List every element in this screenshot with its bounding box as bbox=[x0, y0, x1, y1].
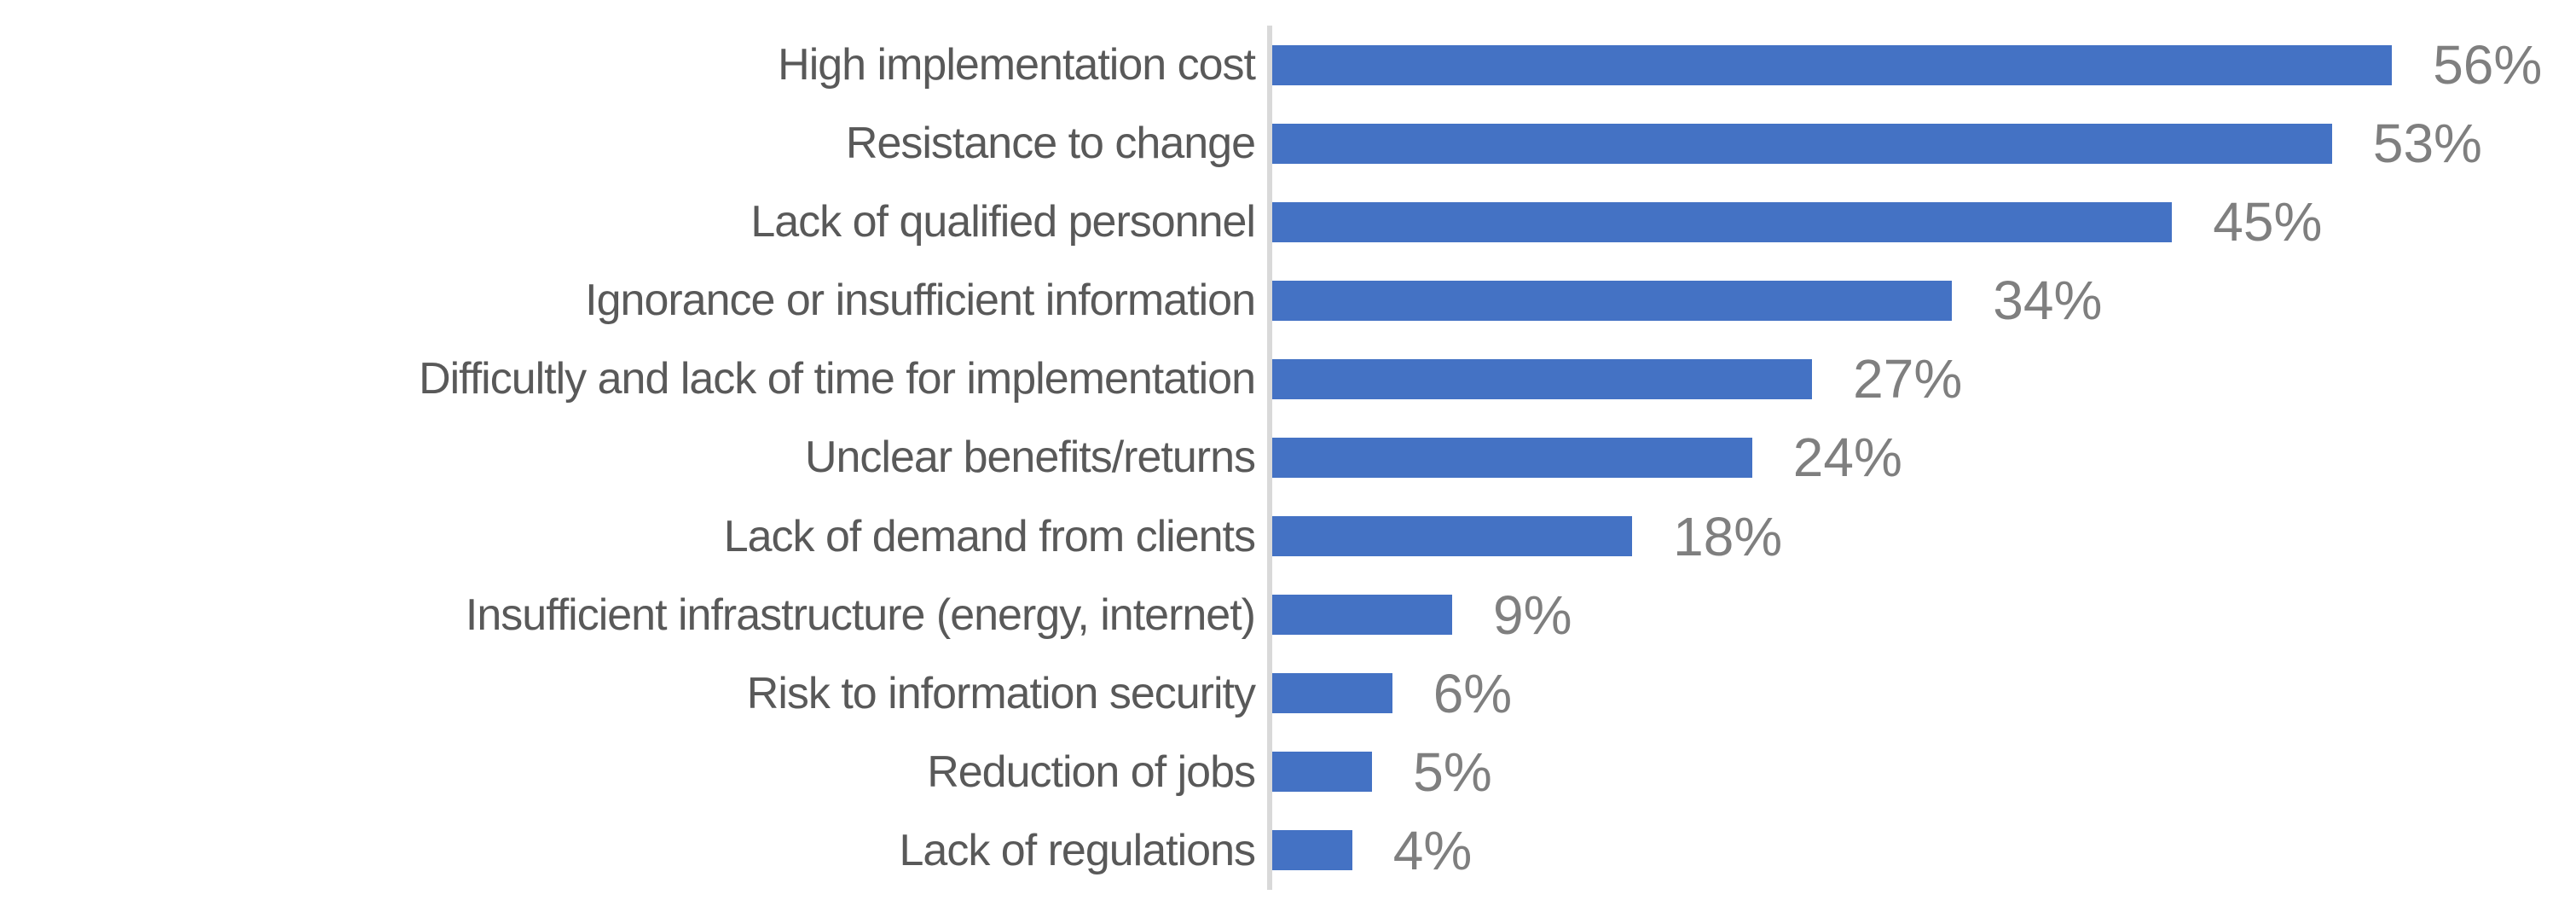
value-label: 27% bbox=[1853, 348, 1963, 410]
chart-row: Resistance to change 53% bbox=[0, 104, 2576, 183]
value-label: 4% bbox=[1392, 819, 1473, 881]
bar bbox=[1272, 201, 2173, 242]
category-label: High implementation cost bbox=[778, 40, 1256, 90]
value-label: 56% bbox=[2433, 34, 2543, 96]
value-label: 9% bbox=[1493, 584, 1572, 646]
chart-row: Insufficient infrastructure (energy, int… bbox=[0, 576, 2576, 654]
category-label: Unclear benefits/returns bbox=[804, 433, 1256, 483]
bar bbox=[1272, 516, 1633, 556]
bar-track: 5% bbox=[1267, 733, 2576, 811]
chart-row: Ignorance or insufficient information 34% bbox=[0, 261, 2576, 340]
category-label: Lack of regulations bbox=[899, 825, 1257, 875]
bar-track: 4% bbox=[1267, 811, 2576, 890]
category-axis-line bbox=[1267, 26, 1272, 890]
chart-row: High implementation cost 56% bbox=[0, 26, 2576, 104]
bar-track: 9% bbox=[1267, 576, 2576, 654]
bar bbox=[1272, 595, 1453, 636]
bar bbox=[1272, 358, 1813, 399]
bar-track: 18% bbox=[1267, 497, 2576, 575]
value-label: 5% bbox=[1413, 741, 1492, 803]
category-label: Resistance to change bbox=[845, 119, 1256, 169]
chart-row: Lack of demand from clients 18% bbox=[0, 497, 2576, 575]
bar-track: 45% bbox=[1267, 183, 2576, 261]
category-label: Difficultly and lack of time for impleme… bbox=[419, 354, 1256, 404]
bar-track: 34% bbox=[1267, 261, 2576, 340]
value-label: 6% bbox=[1433, 662, 1513, 724]
bar-track: 24% bbox=[1267, 418, 2576, 497]
value-label: 45% bbox=[2213, 191, 2323, 253]
category-label: Lack of demand from clients bbox=[723, 511, 1256, 561]
value-label: 18% bbox=[1673, 505, 1783, 567]
bar bbox=[1272, 673, 1392, 714]
bar bbox=[1272, 123, 2332, 164]
chart-row: Risk to information security 6% bbox=[0, 654, 2576, 733]
bar bbox=[1272, 44, 2393, 85]
bar bbox=[1272, 280, 1953, 321]
bar bbox=[1272, 830, 1352, 871]
bar-track: 27% bbox=[1267, 340, 2576, 418]
chart-row: Lack of qualified personnel 45% bbox=[0, 183, 2576, 261]
value-label: 24% bbox=[1792, 427, 1902, 489]
bar bbox=[1272, 752, 1373, 793]
category-label: Risk to information security bbox=[746, 668, 1256, 718]
category-label: Ignorance or insufficient information bbox=[585, 276, 1256, 326]
category-label: Reduction of jobs bbox=[927, 747, 1256, 797]
chart-row: Lack of regulations 4% bbox=[0, 811, 2576, 890]
bar-track: 53% bbox=[1267, 104, 2576, 183]
chart-row: Difficultly and lack of time for impleme… bbox=[0, 340, 2576, 418]
bar bbox=[1272, 437, 1752, 478]
category-label: Insufficient infrastructure (energy, int… bbox=[465, 590, 1256, 640]
chart-row: Reduction of jobs 5% bbox=[0, 733, 2576, 811]
value-label: 53% bbox=[2372, 113, 2482, 175]
bar-track: 6% bbox=[1267, 654, 2576, 733]
plot-area: High implementation cost 56% Resistance to… bbox=[0, 26, 2576, 890]
chart-row: Unclear benefits/returns 24% bbox=[0, 418, 2576, 497]
bar-track: 56% bbox=[1267, 26, 2576, 104]
value-label: 34% bbox=[1993, 270, 2103, 332]
category-label: Lack of qualified personnel bbox=[750, 197, 1256, 247]
